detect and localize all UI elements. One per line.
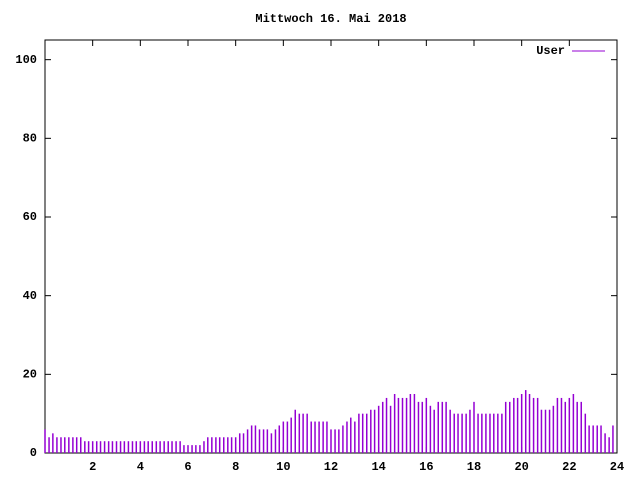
x-tick-label: 12 [324, 460, 338, 474]
x-tick-label: 18 [467, 460, 481, 474]
x-tick-label: 8 [232, 460, 239, 474]
x-tick-label: 24 [610, 460, 624, 474]
y-tick-label: 0 [30, 446, 37, 460]
legend-label: User [536, 44, 565, 58]
x-tick-label: 22 [562, 460, 576, 474]
x-tick-label: 20 [514, 460, 528, 474]
x-tick-label: 4 [137, 460, 144, 474]
x-tick-label: 10 [276, 460, 290, 474]
y-tick-label: 80 [23, 132, 37, 146]
x-tick-label: 14 [371, 460, 385, 474]
y-tick-label: 40 [23, 289, 37, 303]
x-tick-label: 6 [184, 460, 191, 474]
y-tick-label: 20 [23, 368, 37, 382]
x-tick-label: 2 [89, 460, 96, 474]
plot-frame [44, 39, 618, 454]
y-tick-label: 100 [15, 53, 37, 67]
x-tick-label: 16 [419, 460, 433, 474]
y-tick-label: 60 [23, 210, 37, 224]
chart-title: Mittwoch 16. Mai 2018 [255, 12, 406, 26]
